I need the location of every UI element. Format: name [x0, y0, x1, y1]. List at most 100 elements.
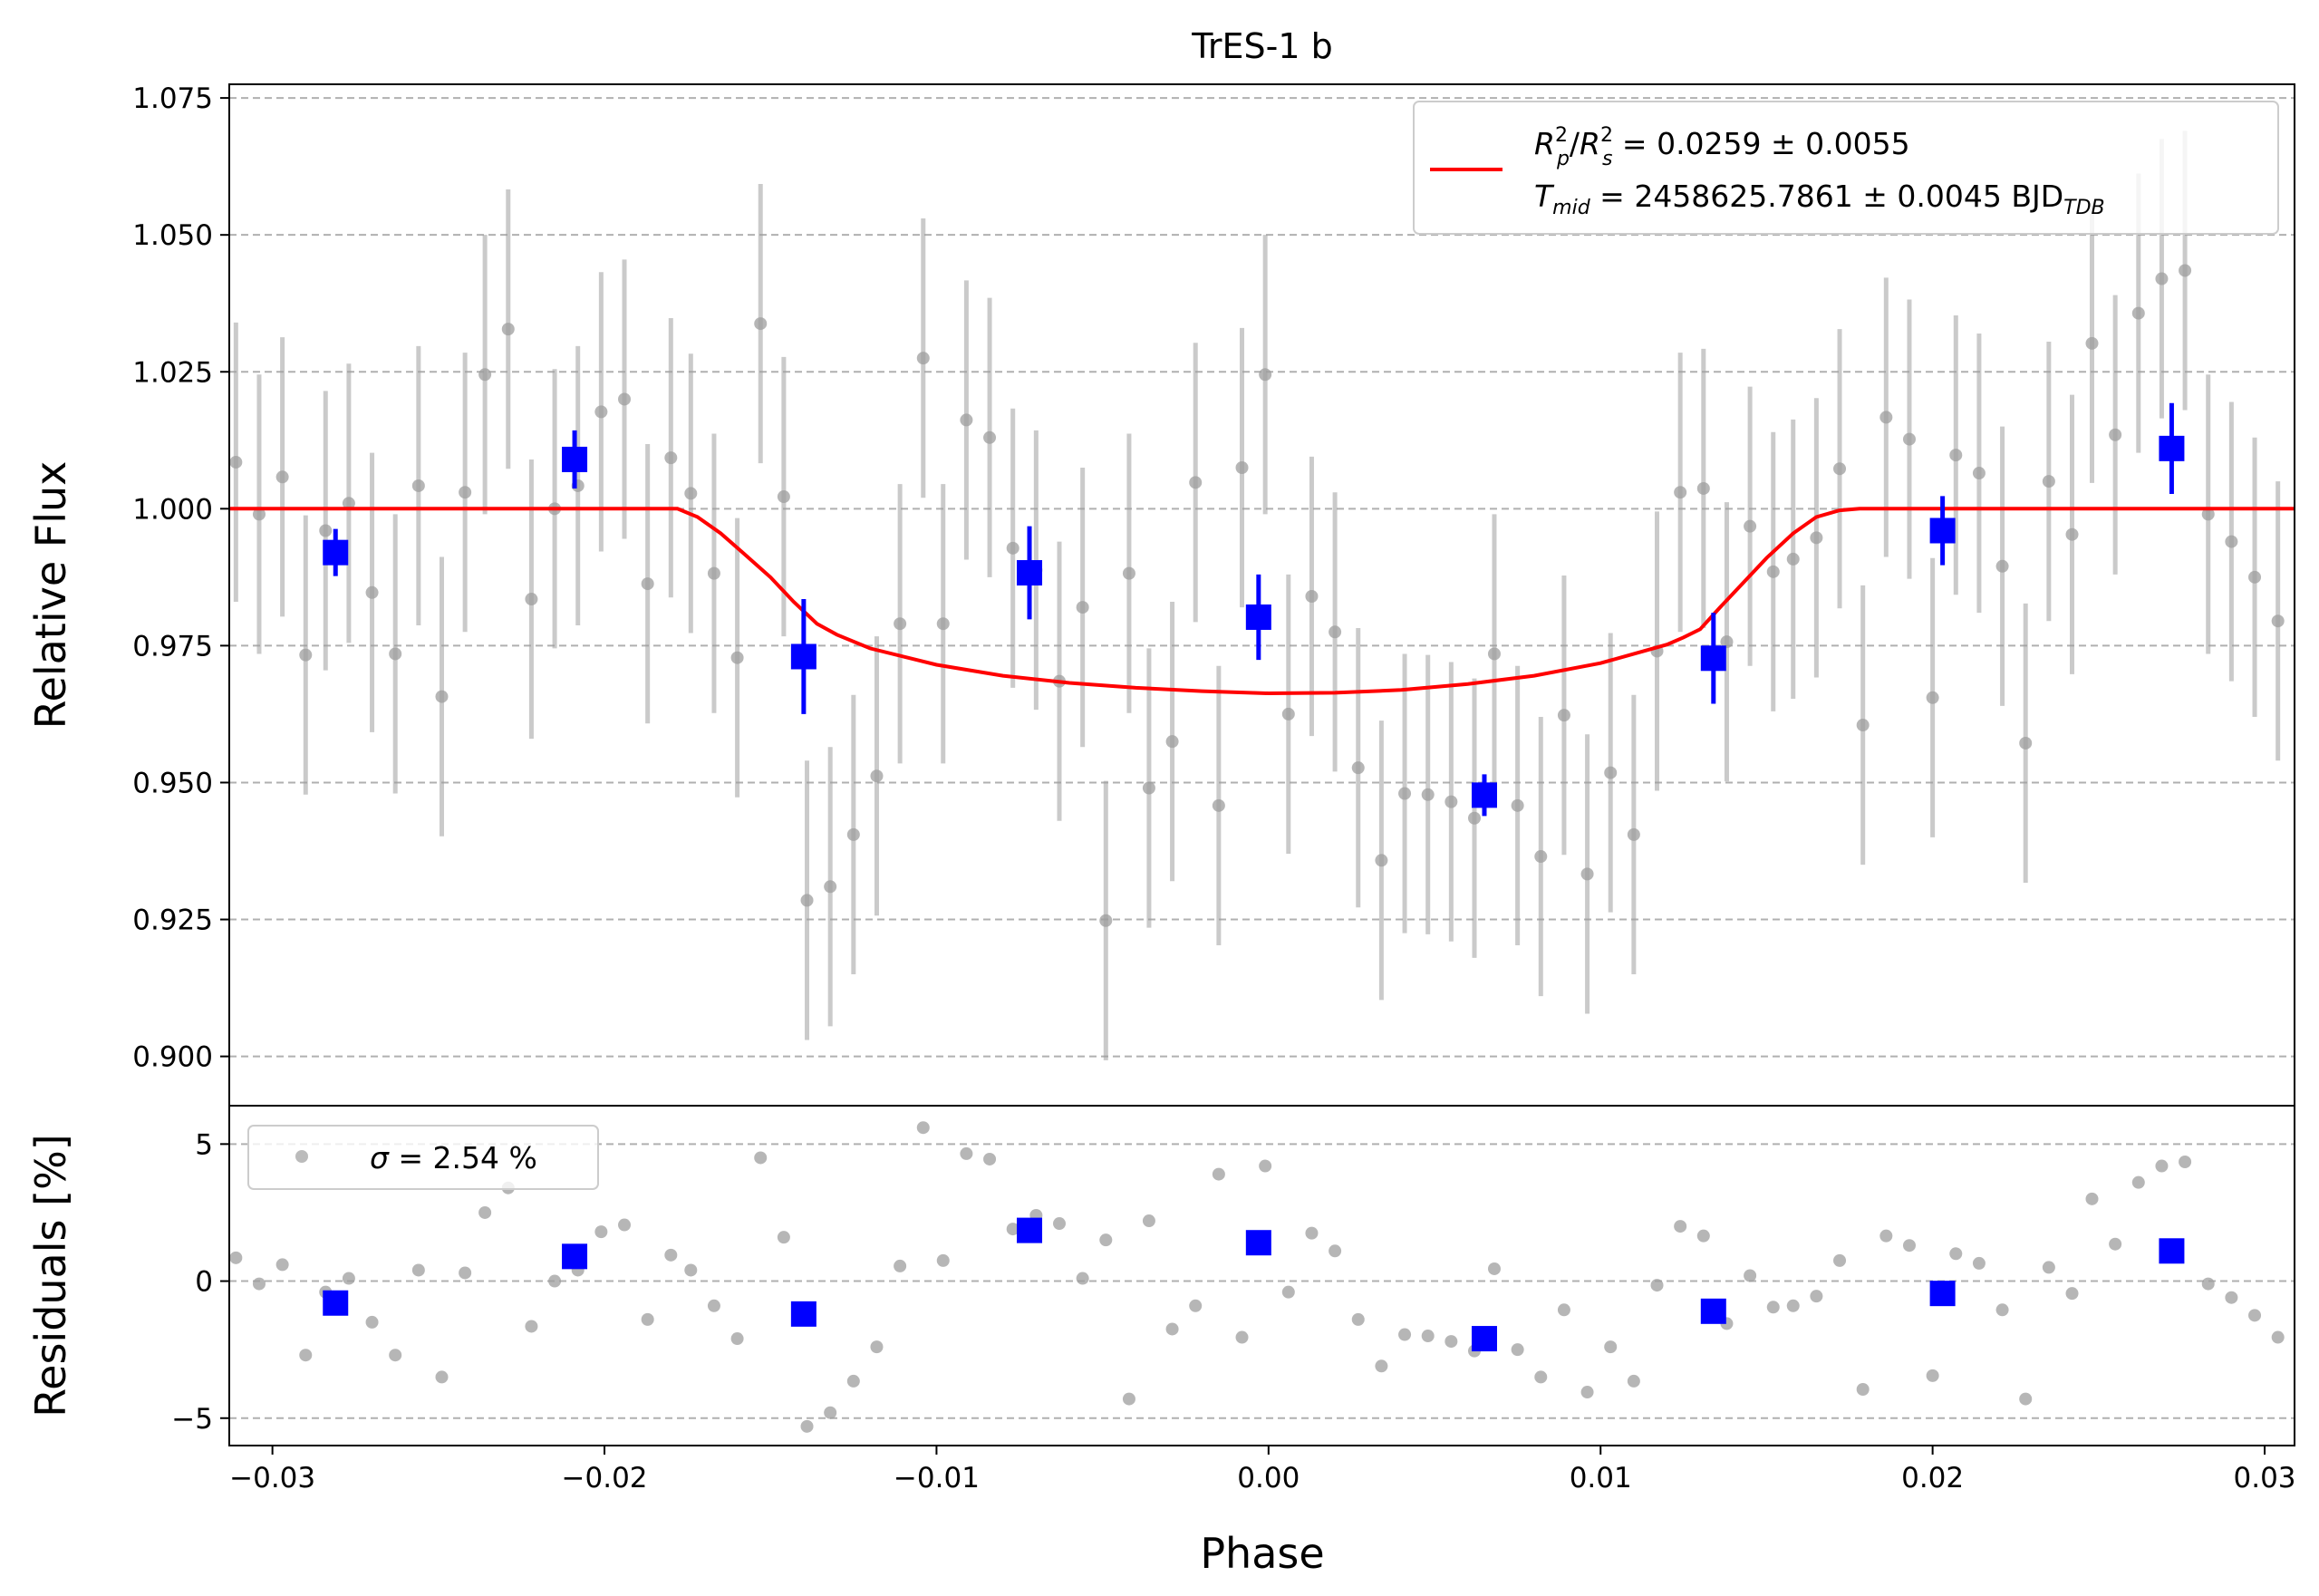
flux-raw-point — [1122, 566, 1135, 580]
residuals-raw-point — [365, 1315, 379, 1329]
flux-raw-point — [299, 648, 313, 662]
residuals-raw-point — [1351, 1312, 1365, 1326]
flux-raw-point — [1398, 787, 1412, 800]
residuals-raw-point — [800, 1419, 814, 1433]
flux-raw-point — [684, 487, 698, 500]
flux-raw-point — [1189, 476, 1203, 489]
residuals-raw-point — [1165, 1322, 1179, 1336]
flux-raw-point — [2131, 306, 2145, 320]
flux-raw-point — [411, 479, 425, 492]
residuals-raw-point — [870, 1340, 884, 1354]
residuals-raw-point — [478, 1205, 492, 1219]
flux-raw-point — [252, 508, 266, 521]
residuals-raw-point — [411, 1263, 425, 1277]
flux-raw-point — [1720, 635, 1734, 649]
residuals-raw-point — [252, 1277, 266, 1291]
flux-raw-point — [1329, 625, 1342, 639]
flux-raw-point — [1856, 719, 1870, 732]
flux-raw-point — [1696, 481, 1710, 495]
flux-y-tick-label: 0.950 — [132, 767, 213, 799]
flux-raw-point — [800, 894, 814, 907]
flux-raw-point — [707, 566, 720, 580]
residuals-raw-points — [229, 1121, 2285, 1433]
residuals-raw-point — [1052, 1217, 1066, 1231]
residuals-raw-point — [1511, 1343, 1524, 1357]
residuals-raw-point — [1076, 1272, 1089, 1285]
flux-y-tick-label: 1.050 — [132, 219, 213, 252]
flux-binned-point — [790, 643, 816, 670]
phase-x-tick-label: 0.02 — [1901, 1462, 1964, 1494]
flux-raw-point — [525, 593, 538, 606]
residuals-raw-point — [459, 1266, 472, 1280]
flux-raw-point — [1281, 707, 1295, 721]
flux-raw-point — [2179, 264, 2192, 277]
residuals-raw-point — [960, 1146, 973, 1160]
flux-raw-point — [1902, 432, 1916, 446]
flux-raw-point — [1972, 467, 1986, 480]
residuals-raw-point — [2042, 1261, 2055, 1274]
residuals-raw-point — [1398, 1328, 1412, 1341]
flux-legend-box — [1413, 101, 2279, 235]
residuals-y-tick-label: 0 — [195, 1266, 213, 1299]
residuals-binned-point — [1700, 1298, 1726, 1324]
residuals-binned-points — [323, 1217, 2185, 1352]
flux-raw-point — [1949, 449, 1963, 462]
flux-raw-point — [342, 497, 355, 510]
flux-binned-point — [2159, 435, 2185, 461]
flux-raw-point — [1744, 519, 1757, 533]
residuals-raw-point — [1879, 1229, 1893, 1243]
residuals-raw-point — [1995, 1303, 2009, 1317]
flux-raw-point — [2201, 508, 2215, 521]
flux-y-ticks: 0.900 0.925 0.950 0.975 1.000 1.025 1.050 1.075 — [132, 82, 229, 1074]
residuals-raw-point — [641, 1312, 654, 1326]
residuals-raw-point — [1329, 1244, 1342, 1258]
flux-raw-point — [1375, 854, 1388, 867]
flux-raw-point — [1833, 462, 1847, 476]
residuals-y-ticks: −5 0 5 — [171, 1128, 229, 1436]
flux-raw-point — [1165, 735, 1179, 749]
residuals-raw-point — [936, 1253, 950, 1267]
residuals-legend-swatch — [295, 1150, 308, 1163]
flux-y-tick-label: 0.900 — [132, 1041, 213, 1074]
flux-raw-point — [2065, 527, 2079, 541]
flux-raw-point — [1511, 798, 1524, 812]
flux-y-tick-label: 1.075 — [132, 82, 213, 115]
flux-raw-point — [730, 651, 744, 664]
residuals-raw-point — [1902, 1239, 1916, 1253]
flux-raw-point — [1445, 795, 1458, 808]
residuals-raw-point — [894, 1259, 907, 1272]
flux-raw-point — [664, 451, 678, 465]
flux-raw-point — [2225, 535, 2238, 548]
residuals-raw-point — [2271, 1330, 2285, 1344]
flux-legend-tmid: Tmid = 2458625.7861 ± 0.0045 BJDTDB — [1534, 179, 2105, 219]
residuals-raw-point — [594, 1225, 608, 1239]
residuals-raw-point — [275, 1258, 289, 1272]
flux-raw-point — [435, 690, 449, 703]
residuals-raw-point — [1375, 1359, 1388, 1373]
residuals-raw-point — [1972, 1256, 1986, 1270]
residuals-raw-point — [983, 1152, 997, 1166]
flux-binned-point — [1700, 645, 1726, 672]
flux-raw-point — [2155, 272, 2169, 285]
residuals-legend-sigma: σ = 2.54 % — [370, 1140, 537, 1175]
residuals-raw-point — [2019, 1392, 2033, 1406]
residuals-raw-point — [435, 1370, 449, 1384]
residuals-legend-box — [247, 1125, 599, 1190]
residuals-raw-point — [1926, 1369, 1939, 1382]
residuals-raw-point — [1744, 1269, 1757, 1282]
flux-legend: R2 p/R2 s = 0.0259 ± 0.0055 Tmid = 2458625… — [1413, 101, 2279, 235]
flux-y-tick-label: 1.025 — [132, 356, 213, 389]
flux-raw-point — [2109, 428, 2122, 441]
flux-raw-point — [618, 392, 632, 406]
residuals-raw-point — [684, 1263, 698, 1277]
flux-raw-point — [2248, 570, 2262, 584]
residuals-y-tick-label: 5 — [195, 1128, 213, 1161]
flux-raw-point — [960, 413, 973, 427]
phase-x-tick-label: 0.03 — [2234, 1462, 2296, 1494]
flux-raw-point — [1926, 691, 1939, 704]
flux-raw-point — [319, 524, 333, 537]
transit-model-curve — [229, 507, 2295, 696]
flux-raw-point — [501, 323, 515, 336]
